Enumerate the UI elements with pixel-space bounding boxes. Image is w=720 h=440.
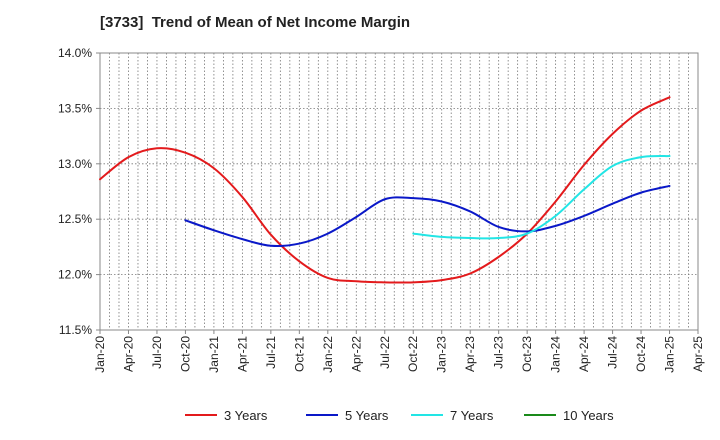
x-tick-label: Oct-23 xyxy=(520,336,534,372)
x-tick-label: Jan-23 xyxy=(435,336,449,373)
legend-label-5-years: 5 Years xyxy=(345,408,389,423)
y-tick-label: 13.0% xyxy=(58,157,92,171)
legend-label-3-years: 3 Years xyxy=(224,408,268,423)
series-line-7-years xyxy=(412,155,671,240)
x-tick-label: Oct-22 xyxy=(406,336,420,372)
x-tick-label: Jan-24 xyxy=(549,336,563,373)
x-tick-label: Jul-20 xyxy=(150,336,164,369)
x-tick-label: Jul-23 xyxy=(492,336,506,369)
x-tick-label: Apr-22 xyxy=(349,336,363,372)
y-tick-label: 11.5% xyxy=(59,323,92,337)
chart-title: [3733] Trend of Mean of Net Income Margi… xyxy=(100,14,411,31)
x-tick-label: Apr-24 xyxy=(577,336,591,372)
x-tick-label: Jan-25 xyxy=(663,336,677,373)
y-tick-label: 14.0% xyxy=(58,46,92,60)
y-tick-label: 13.5% xyxy=(58,101,92,115)
x-tick-label: Apr-23 xyxy=(463,336,477,372)
x-tick-label: Apr-25 xyxy=(691,336,705,372)
series-line-5-years xyxy=(184,184,671,248)
x-tick-label: Jan-21 xyxy=(207,336,221,373)
plot-frame xyxy=(99,52,699,331)
x-tick-label: Jul-22 xyxy=(378,336,392,369)
legend-label-10-years: 10 Years xyxy=(563,408,614,423)
x-tick-label: Jul-24 xyxy=(606,336,620,369)
x-tick-label: Jan-22 xyxy=(321,336,335,373)
x-tick-label: Apr-21 xyxy=(235,336,249,372)
x-tick-label: Oct-20 xyxy=(178,336,192,372)
legend-label-7-years: 7 Years xyxy=(450,408,494,423)
x-tick-label: Apr-20 xyxy=(121,336,135,372)
x-tick-label: Jul-21 xyxy=(264,336,278,369)
series-line-3-years xyxy=(99,96,671,284)
y-tick-label: 12.5% xyxy=(58,212,92,226)
x-tick-label: Jan-20 xyxy=(93,336,107,373)
x-tick-label: Oct-21 xyxy=(292,336,306,372)
y-tick-label: 12.0% xyxy=(58,268,92,282)
x-tick-label: Oct-24 xyxy=(634,336,648,372)
